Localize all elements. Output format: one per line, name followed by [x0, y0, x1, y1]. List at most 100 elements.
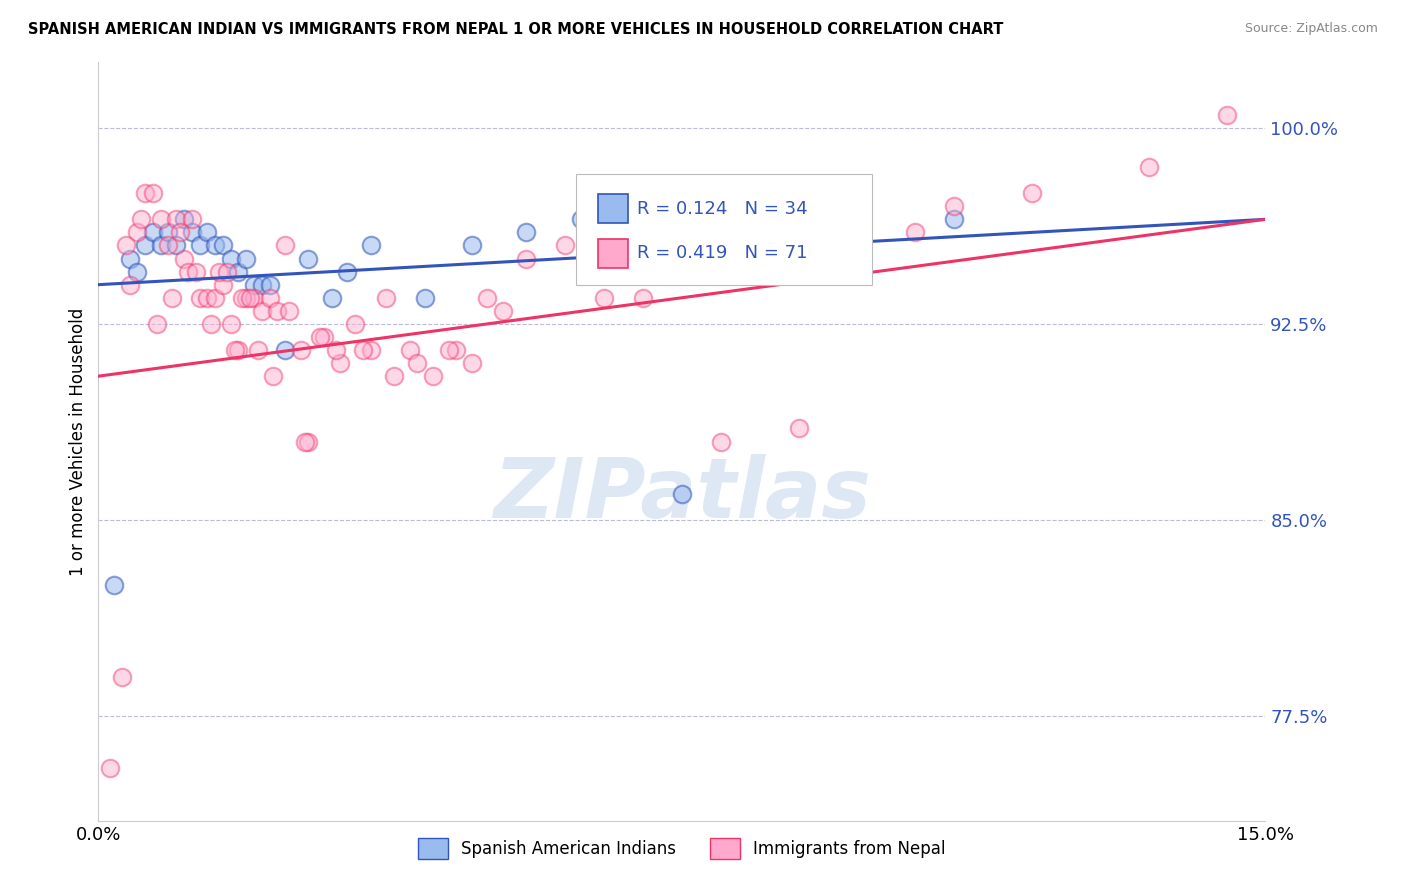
Point [118, 252, 141, 266]
Point [554, 238, 576, 252]
Point [204, 291, 226, 305]
Point [162, 291, 184, 305]
Point [352, 343, 374, 357]
Point [294, 434, 316, 449]
Point [259, 277, 281, 292]
Point [173, 212, 195, 227]
Point [235, 252, 257, 266]
Point [278, 303, 301, 318]
Point [114, 238, 136, 252]
Point [200, 317, 222, 331]
Point [375, 291, 398, 305]
Point [710, 434, 733, 449]
Point [748, 238, 770, 252]
Point [398, 343, 420, 357]
Point [250, 277, 273, 292]
Point [266, 303, 288, 318]
Point [262, 369, 284, 384]
Point [188, 238, 211, 252]
Point [239, 291, 262, 305]
Point [215, 264, 238, 278]
Point [477, 291, 499, 305]
Point [219, 252, 242, 266]
Point [142, 226, 165, 240]
Point [461, 356, 484, 370]
Point [243, 291, 266, 305]
Point [1215, 108, 1237, 122]
Point [228, 264, 250, 278]
Point [149, 212, 172, 227]
Point [325, 343, 347, 357]
Point [413, 291, 436, 305]
Point [803, 238, 825, 252]
Point [593, 291, 616, 305]
Point [177, 264, 200, 278]
Point [134, 186, 156, 201]
Point [569, 212, 592, 227]
Point [274, 343, 297, 357]
Point [297, 434, 319, 449]
Point [787, 421, 810, 435]
Point [904, 226, 927, 240]
Point [165, 238, 187, 252]
Point [134, 238, 156, 252]
Point [157, 238, 180, 252]
Point [180, 226, 202, 240]
Point [228, 343, 250, 357]
Point [329, 356, 352, 370]
Point [212, 238, 235, 252]
Point [297, 252, 319, 266]
Point [195, 291, 218, 305]
Text: R = 0.419   N = 71: R = 0.419 N = 71 [637, 244, 807, 262]
Point [321, 291, 343, 305]
Point [231, 291, 253, 305]
Point [671, 487, 693, 501]
Point [118, 277, 141, 292]
Point [492, 303, 515, 318]
Point [157, 226, 180, 240]
Point [1137, 160, 1160, 174]
Point [180, 212, 202, 227]
Point [406, 356, 429, 370]
Text: Source: ZipAtlas.com: Source: ZipAtlas.com [1244, 22, 1378, 36]
Point [184, 264, 207, 278]
Point [360, 238, 382, 252]
Point [344, 317, 367, 331]
Text: ZIPatlas: ZIPatlas [494, 454, 870, 535]
Point [235, 291, 257, 305]
Point [142, 186, 165, 201]
Point [129, 212, 152, 227]
Text: R = 0.124   N = 34: R = 0.124 N = 34 [637, 200, 807, 218]
Point [188, 291, 211, 305]
Point [246, 343, 269, 357]
Y-axis label: 1 or more Vehicles in Household: 1 or more Vehicles in Household [69, 308, 87, 575]
Point [515, 252, 537, 266]
Point [360, 343, 382, 357]
Point [224, 343, 246, 357]
Point [616, 252, 638, 266]
Point [943, 212, 966, 227]
Point [195, 226, 218, 240]
Legend: Spanish American Indians, Immigrants from Nepal: Spanish American Indians, Immigrants fro… [412, 831, 952, 865]
Point [169, 226, 191, 240]
Point [146, 317, 169, 331]
Point [515, 226, 537, 240]
Point [103, 578, 125, 592]
Point [631, 291, 654, 305]
Point [336, 264, 359, 278]
Point [243, 277, 266, 292]
Point [437, 343, 460, 357]
Point [461, 238, 484, 252]
Point [204, 238, 226, 252]
Point [446, 343, 468, 357]
Point [208, 264, 231, 278]
Point [309, 330, 332, 344]
Point [111, 670, 134, 684]
Point [127, 226, 149, 240]
Point [127, 264, 149, 278]
Point [259, 291, 281, 305]
Point [290, 343, 312, 357]
Point [422, 369, 444, 384]
Point [165, 212, 187, 227]
Point [219, 317, 242, 331]
